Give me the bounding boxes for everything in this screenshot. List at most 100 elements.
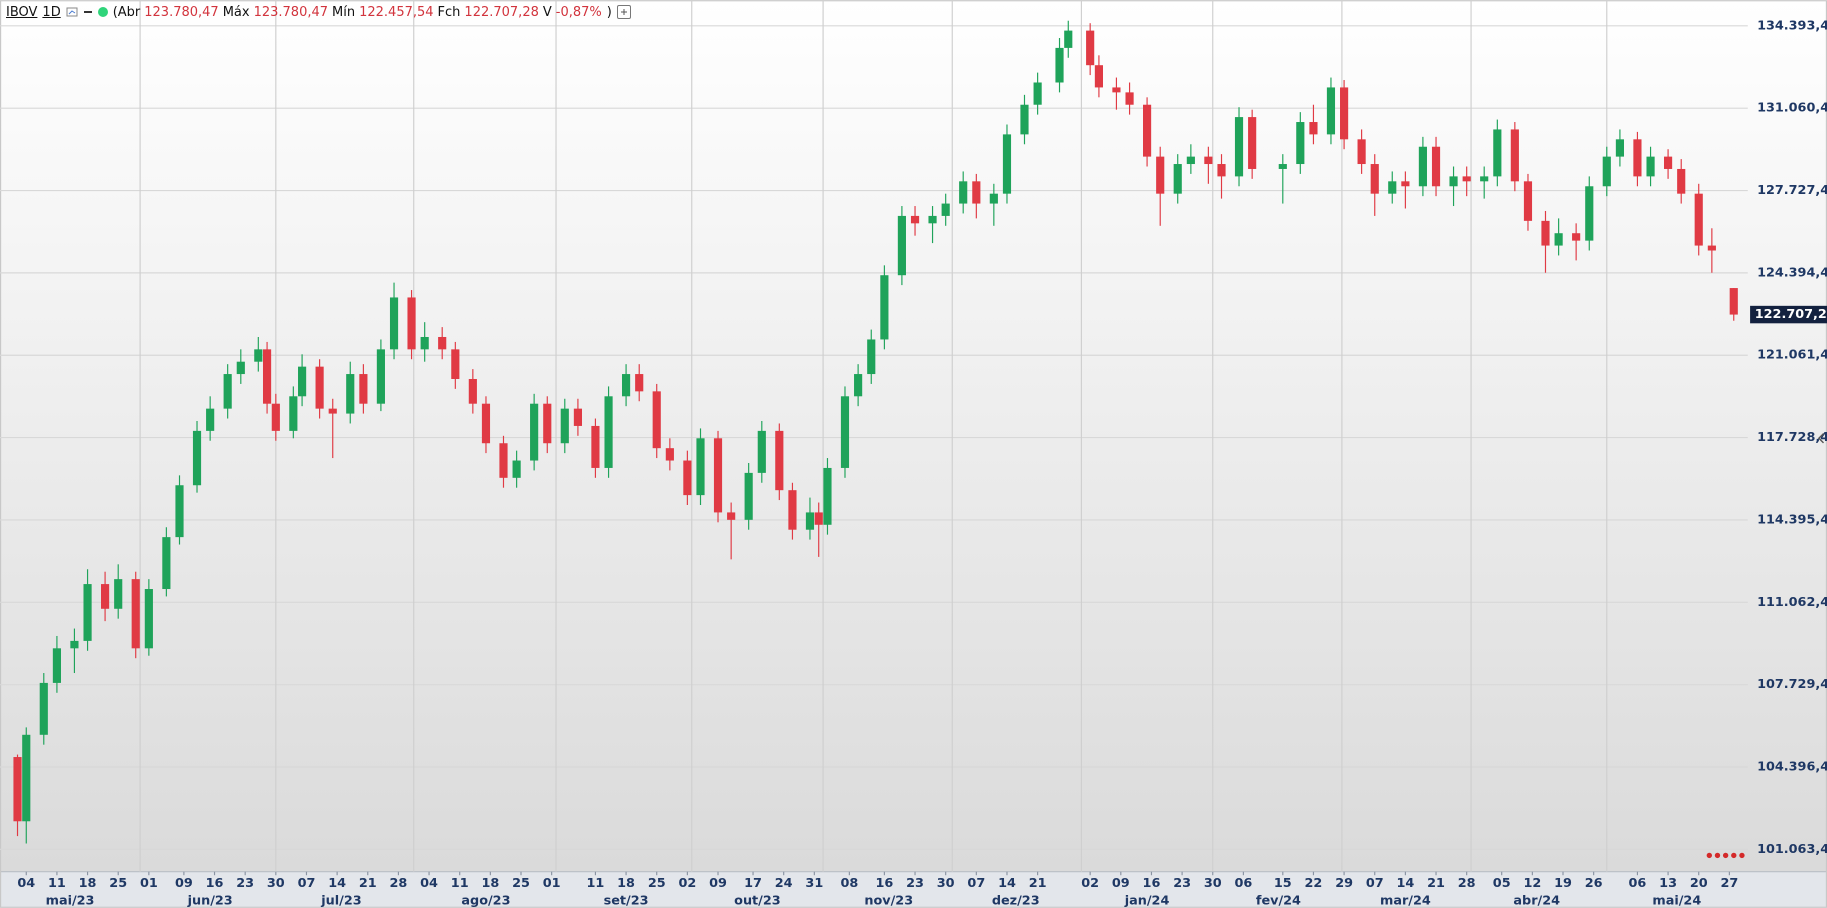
status-dot — [1731, 852, 1737, 859]
candle-body — [814, 512, 823, 525]
candle-body — [744, 472, 753, 520]
candle-body — [289, 396, 298, 431]
y-tick-label: 121.061,49 — [1757, 348, 1827, 363]
candle-body — [512, 460, 521, 478]
collapse-arrow[interactable] — [1817, 433, 1824, 444]
x-tick-label: 11 — [48, 876, 66, 891]
x-tick-label: 20 — [1690, 876, 1708, 891]
candle-body — [1055, 47, 1064, 83]
candle-body — [1173, 164, 1182, 194]
status-dot — [1706, 852, 1712, 859]
x-tick-label: 23 — [1173, 876, 1191, 891]
candles — [13, 20, 1738, 844]
x-tick-label: 11 — [587, 876, 605, 891]
month-label: set/23 — [604, 893, 649, 908]
ohlc-label: V — [542, 4, 552, 20]
close-paren: ) — [606, 4, 612, 20]
x-tick-label: 19 — [1554, 876, 1572, 891]
candle-body — [1234, 117, 1244, 177]
last-price-tag — [1750, 305, 1827, 324]
candle-body — [389, 297, 399, 350]
last-price-label: 122.707,28 — [1755, 307, 1827, 322]
candle-body — [775, 430, 784, 491]
candle-body — [499, 443, 508, 478]
ohlc-value: 122.707,28 — [464, 4, 539, 20]
add-button[interactable] — [616, 5, 631, 19]
candle-body — [959, 181, 968, 204]
y-tick-label: 134.393,49 — [1757, 18, 1827, 33]
candle-body — [420, 336, 429, 350]
candle-body — [1572, 233, 1581, 241]
candle-body — [206, 408, 215, 431]
y-tick-label: 104.396,49 — [1757, 760, 1827, 775]
candle-body — [665, 448, 674, 461]
interval[interactable]: 1D — [42, 4, 61, 20]
candle-body — [1602, 156, 1611, 187]
candle-body — [972, 181, 981, 204]
candle-body — [867, 339, 876, 375]
candle-body — [262, 349, 272, 404]
candle-body — [854, 374, 863, 397]
x-tick-label: 09 — [709, 876, 727, 891]
x-tick-label: 07 — [298, 876, 316, 891]
x-tick-label: 25 — [648, 876, 666, 891]
month-label: mar/24 — [1380, 893, 1431, 908]
month-label: fev/24 — [1256, 893, 1301, 908]
candle-body — [683, 460, 692, 496]
y-tick-label: 124.394,49 — [1757, 265, 1827, 280]
plot-background — [0, 0, 1827, 872]
ohlc-label: Máx — [222, 4, 250, 20]
x-tick-label: 01 — [543, 876, 561, 891]
x-tick-label: 22 — [1305, 876, 1323, 891]
x-tick-label: 18 — [79, 876, 97, 891]
candle-body — [910, 215, 920, 224]
x-tick-label: 14 — [328, 876, 346, 891]
x-tick-label: 25 — [512, 876, 530, 891]
y-tick-label: 101.063,49 — [1757, 842, 1827, 857]
ohlc-label: Fch — [437, 4, 461, 20]
candle-body — [1554, 233, 1563, 246]
candle-body — [451, 349, 460, 379]
x-tick-label: 07 — [1366, 876, 1384, 891]
candle-body — [897, 215, 906, 276]
x-tick-label: 18 — [617, 876, 635, 891]
x-tick-label: 28 — [1458, 876, 1476, 891]
candle-body — [1278, 164, 1287, 169]
candle-body — [144, 589, 153, 649]
candle-body — [1449, 176, 1458, 187]
ohlc-label: Mín — [332, 4, 356, 20]
candle-body — [1677, 168, 1686, 194]
x-tick-label: 15 — [1274, 876, 1292, 891]
candle-body — [407, 297, 416, 350]
month-label: out/23 — [734, 893, 781, 908]
candle-body — [83, 584, 92, 641]
candle-body — [560, 408, 569, 444]
month-label: jul/23 — [320, 893, 361, 908]
symbol[interactable]: IBOV — [6, 4, 38, 20]
candle-body — [13, 757, 22, 822]
candle-body — [757, 430, 766, 473]
candle-body — [591, 425, 600, 468]
candle-body — [1541, 220, 1550, 246]
candle-body — [1296, 122, 1305, 165]
candle-body — [1523, 181, 1533, 221]
candle-body — [1326, 87, 1336, 135]
candle-body — [1156, 156, 1165, 194]
x-tick-label: 11 — [451, 876, 469, 891]
status-dot — [1739, 852, 1745, 859]
minimize-icon[interactable] — [83, 6, 93, 18]
x-tick-label: 21 — [359, 876, 377, 891]
candle-body — [1086, 30, 1095, 66]
x-tick-label: 01 — [140, 876, 158, 891]
candle-body — [696, 438, 705, 496]
x-tick-label: 13 — [1659, 876, 1677, 891]
month-label: nov/23 — [864, 893, 913, 908]
candle-body — [114, 579, 123, 609]
candle-body — [840, 396, 850, 468]
candle-body — [468, 378, 477, 404]
x-tick-label: 04 — [17, 876, 35, 891]
chart-type-icon[interactable] — [66, 6, 78, 18]
candle-body — [1094, 65, 1103, 88]
